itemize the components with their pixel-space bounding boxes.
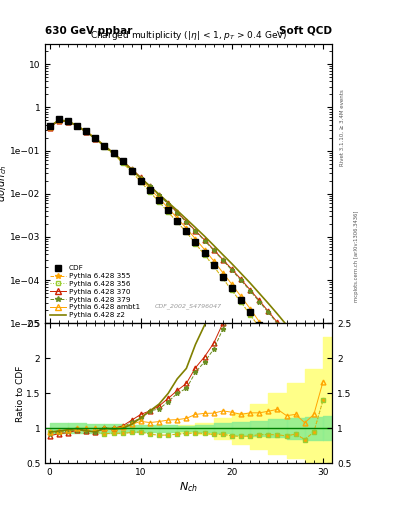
Text: Soft QCD: Soft QCD bbox=[279, 26, 332, 36]
Y-axis label: $d\sigma/dn_{ch}$: $d\sigma/dn_{ch}$ bbox=[0, 165, 9, 202]
Text: mcplots.cern.ch [arXiv:1306.3436]: mcplots.cern.ch [arXiv:1306.3436] bbox=[354, 210, 359, 302]
X-axis label: $N_{ch}$: $N_{ch}$ bbox=[179, 480, 198, 494]
Y-axis label: Ratio to CDF: Ratio to CDF bbox=[16, 365, 25, 421]
Title: Charged multiplicity ($|\eta|$ < 1, $p_{T}$ > 0.4 GeV): Charged multiplicity ($|\eta|$ < 1, $p_{… bbox=[90, 29, 287, 42]
Text: Rivet 3.1.10, ≥ 3.4M events: Rivet 3.1.10, ≥ 3.4M events bbox=[340, 90, 345, 166]
Legend: CDF, Pythia 6.428 355, Pythia 6.428 356, Pythia 6.428 370, Pythia 6.428 379, Pyt: CDF, Pythia 6.428 355, Pythia 6.428 356,… bbox=[49, 264, 141, 320]
Text: CDF_2002_S4796047: CDF_2002_S4796047 bbox=[155, 304, 222, 309]
Text: 630 GeV ppbar: 630 GeV ppbar bbox=[45, 26, 132, 36]
